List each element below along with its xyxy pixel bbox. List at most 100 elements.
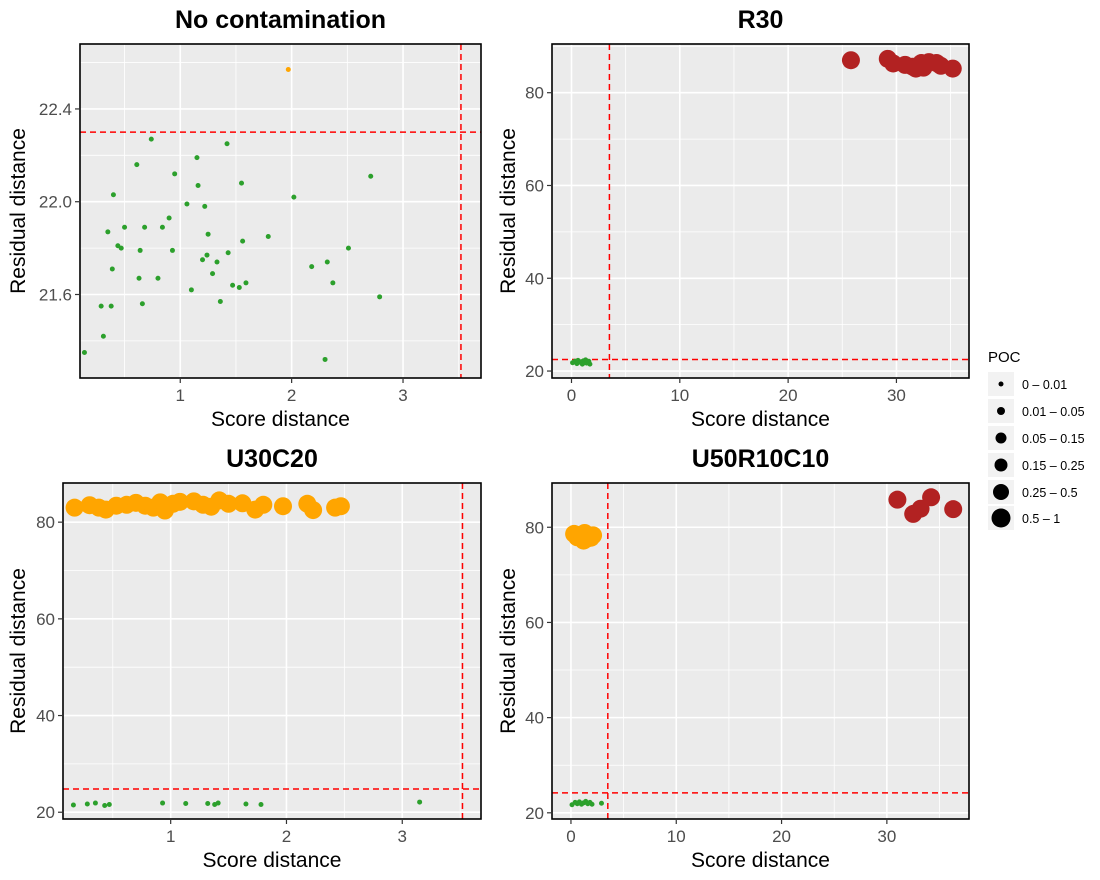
x-tick-label: 30 bbox=[887, 386, 906, 405]
data-point-outlier bbox=[943, 59, 962, 78]
panel-border bbox=[79, 43, 482, 379]
y-tick-label: 20 bbox=[36, 803, 55, 822]
panel-2: 0 10 20 30 20 40 60 80 R30 Score distance Residual… bbox=[497, 6, 970, 431]
data-point-regular bbox=[224, 141, 230, 147]
data-point-regular bbox=[217, 298, 223, 304]
panel-border bbox=[551, 482, 970, 820]
data-point-regular bbox=[98, 303, 104, 309]
panel-1: 1 2 3 21.6 22.0 22.4 No contamination Score dis… bbox=[7, 6, 482, 431]
data-point-regular bbox=[322, 356, 328, 362]
data-point-regular bbox=[345, 245, 351, 251]
x-tick-label: 0 bbox=[566, 827, 575, 846]
chart-title: R30 bbox=[738, 6, 784, 34]
y-tick-label: 60 bbox=[525, 176, 544, 195]
y-axis-label: Residual distance bbox=[7, 128, 30, 294]
panel-background bbox=[552, 44, 969, 378]
y-tick-label: 21.6 bbox=[39, 286, 72, 305]
data-point-regular bbox=[70, 802, 76, 808]
data-point-regular bbox=[137, 247, 143, 253]
data-point-regular bbox=[205, 231, 211, 237]
panel-4: 0 10 20 30 20 40 60 80 U50R10C10 Score distance Re… bbox=[497, 445, 970, 872]
y-tick-label: 80 bbox=[525, 518, 544, 537]
data-point-regular bbox=[291, 194, 297, 200]
x-tick-label: 30 bbox=[877, 827, 896, 846]
x-axis-label: Score distance bbox=[691, 408, 830, 431]
data-point-orthogonal bbox=[65, 498, 84, 517]
panel-border bbox=[62, 482, 482, 820]
data-point-regular bbox=[169, 247, 175, 253]
data-point-regular bbox=[139, 301, 145, 307]
data-point-regular bbox=[142, 224, 148, 230]
legend-key-dot bbox=[995, 432, 1007, 444]
legend-key-dot bbox=[993, 484, 1009, 500]
y-tick-label: 40 bbox=[36, 707, 55, 726]
x-axis-label: Score distance bbox=[211, 408, 350, 431]
data-point-regular bbox=[134, 162, 140, 168]
y-tick-label: 20 bbox=[525, 362, 544, 381]
data-point-regular bbox=[136, 275, 142, 281]
data-point-regular bbox=[205, 801, 211, 807]
data-point-regular bbox=[92, 800, 98, 806]
y-axis-label: Residual distance bbox=[497, 568, 520, 734]
x-tick-label: 3 bbox=[398, 827, 407, 846]
x-tick-label: 1 bbox=[176, 386, 185, 405]
data-point-regular bbox=[377, 294, 383, 300]
data-point-regular bbox=[81, 349, 87, 355]
data-point-regular bbox=[109, 266, 115, 272]
data-point-regular bbox=[230, 282, 236, 288]
data-point-regular bbox=[195, 182, 201, 188]
data-point-regular bbox=[100, 333, 106, 339]
x-tick-label: 1 bbox=[166, 827, 175, 846]
data-point-regular bbox=[368, 173, 374, 179]
y-axis-label: Residual distance bbox=[497, 128, 520, 294]
x-tick-label: 2 bbox=[282, 827, 291, 846]
data-point-orthogonal bbox=[331, 497, 350, 516]
chart-title: U30C20 bbox=[226, 445, 318, 473]
data-point-regular bbox=[102, 802, 108, 808]
data-point-regular bbox=[210, 271, 216, 277]
data-point-regular bbox=[589, 801, 595, 807]
legend-entry-label: 0 – 0.01 bbox=[1022, 378, 1067, 392]
data-point-outlier bbox=[911, 499, 930, 518]
x-tick-label: 20 bbox=[779, 386, 798, 405]
data-point-regular bbox=[258, 801, 264, 807]
data-point-regular bbox=[172, 171, 178, 177]
x-tick-label: 10 bbox=[670, 386, 689, 405]
data-point-regular bbox=[239, 180, 245, 186]
data-point-regular bbox=[105, 229, 111, 235]
x-axis-label: Score distance bbox=[203, 849, 342, 872]
data-point-regular bbox=[166, 215, 172, 221]
y-tick-label: 40 bbox=[525, 269, 544, 288]
panel-3: 1 2 3 20 40 60 80 U30C20 Score distance Residual … bbox=[7, 445, 482, 872]
data-point-regular bbox=[110, 192, 116, 198]
legend-key-dot bbox=[991, 508, 1011, 528]
data-point-orthogonal bbox=[304, 501, 323, 520]
data-point-regular bbox=[214, 259, 220, 265]
y-axis-label: Residual distance bbox=[7, 568, 30, 734]
y-tick-label: 60 bbox=[36, 610, 55, 629]
y-tick-label: 80 bbox=[36, 513, 55, 532]
data-point-orthogonal bbox=[574, 531, 593, 550]
y-tick-label: 22.4 bbox=[39, 100, 72, 119]
y-tick-label: 60 bbox=[525, 613, 544, 632]
x-tick-label: 0 bbox=[567, 386, 576, 405]
x-tick-label: 10 bbox=[667, 827, 686, 846]
data-point-orthogonal bbox=[285, 67, 291, 73]
x-tick-label: 20 bbox=[772, 827, 791, 846]
legend-entry-label: 0.01 – 0.05 bbox=[1022, 405, 1085, 419]
data-point-outlier bbox=[888, 490, 907, 509]
legend-entry-label: 0.25 – 0.5 bbox=[1022, 486, 1078, 500]
y-tick-label: 80 bbox=[525, 84, 544, 103]
data-point-orthogonal bbox=[170, 492, 189, 511]
x-axis-label: Score distance bbox=[691, 849, 830, 872]
data-point-regular bbox=[225, 250, 231, 256]
data-point-regular bbox=[160, 800, 166, 806]
legend-entry-label: 0.05 – 0.15 bbox=[1022, 432, 1085, 446]
x-tick-label: 3 bbox=[398, 386, 407, 405]
data-point-regular bbox=[265, 234, 271, 240]
data-point-regular bbox=[148, 136, 154, 142]
legend-key-dot bbox=[998, 381, 1004, 387]
y-tick-label: 40 bbox=[525, 709, 544, 728]
data-point-regular bbox=[159, 224, 165, 230]
